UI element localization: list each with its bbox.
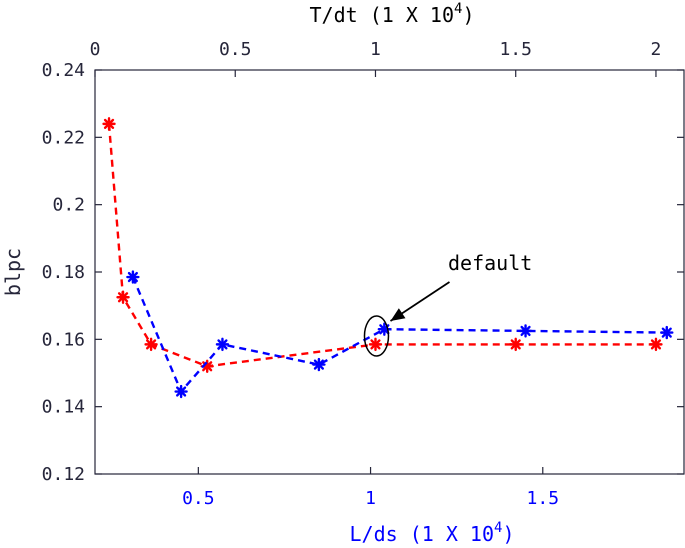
data-point [102, 117, 116, 131]
annotation: default [363, 251, 532, 357]
data-point [509, 337, 523, 352]
default-highlight-ellipse [363, 315, 390, 357]
y-tick-label: 0.16 [42, 329, 85, 350]
y-tick-label: 0.22 [42, 127, 85, 148]
data-point [215, 337, 230, 352]
x-axis-bottom-label: L/ds (1 X 104) [350, 520, 515, 546]
data-point [116, 290, 130, 304]
data-point [368, 337, 383, 352]
x-top-tick-label: 1 [370, 39, 381, 60]
x-axis-top-label-exponent: 4 [454, 1, 462, 17]
y-tick-label: 0.2 [52, 195, 85, 216]
x-axis-bottom-label-prefix: L/ds (1 X 10 [350, 522, 495, 546]
data-point [174, 384, 188, 399]
plot-frame [94, 69, 685, 475]
x-top-tick-label: 0 [90, 39, 101, 60]
x-axis-top-label-suffix: ) [462, 3, 474, 27]
data-point [144, 337, 158, 352]
y-tick-label: 0.12 [42, 464, 85, 485]
y-tick-label: 0.18 [42, 262, 85, 283]
data-point [312, 357, 326, 372]
x-axis-top-label-prefix: T/dt (1 X 10 [310, 3, 455, 27]
x-axis-top-label: T/dt (1 X 104) [310, 1, 475, 27]
x-top-tick-label: 1.5 [499, 39, 532, 60]
y-tick-label: 0.14 [42, 397, 85, 418]
data-point [518, 324, 533, 338]
y-tick-label: 0.24 [42, 60, 85, 81]
y-axis-label: blpc [1, 248, 25, 296]
data-point [660, 325, 674, 340]
x-bottom-tick-label: 0.5 [182, 488, 215, 509]
x-axis-bottom-label-suffix: ) [502, 522, 514, 546]
annotation-arrow-head [390, 308, 406, 321]
annotation-default-label: default [448, 251, 532, 275]
x-bottom-tick-label: 1.5 [527, 488, 560, 509]
data-point [126, 270, 140, 284]
x-top-tick-label: 2 [651, 39, 662, 60]
x-bottom-tick-label: 1 [365, 488, 376, 509]
x-axis-bottom-label-exponent: 4 [494, 520, 502, 536]
x-top-tick-label: 0.5 [219, 39, 252, 60]
data-point [649, 337, 663, 352]
series-line-2 [131, 276, 667, 394]
